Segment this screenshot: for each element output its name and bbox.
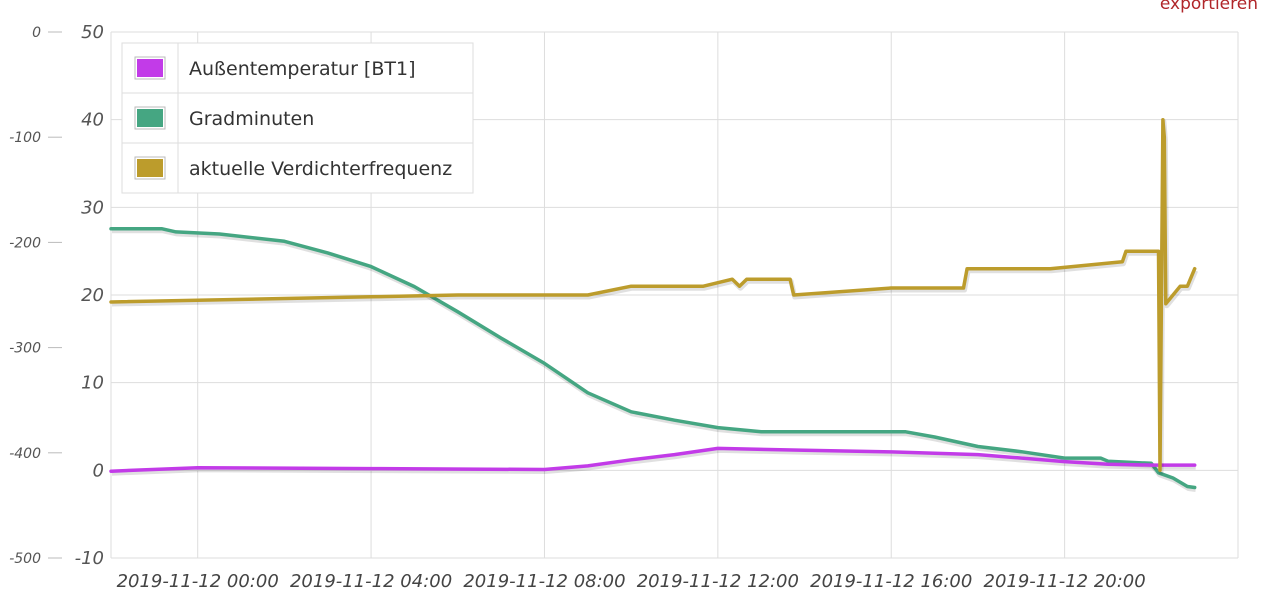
legend-swatch (137, 159, 163, 177)
legend-box (121, 42, 474, 194)
export-link[interactable]: exportieren (1159, 0, 1258, 14)
right-axis-tick-label: 40 (81, 110, 104, 131)
x-axis-tick-label: 2019-11-12 12:00 (637, 571, 799, 592)
x-axis-tick-label: 2019-11-12 00:00 (117, 571, 279, 592)
chart-axis-labels: 0 -100 -200 -300 -400 -500 50 40 30 20 10 0 -10 2019-… (9, 22, 1145, 592)
right-axis-tick-label: 0 (93, 460, 104, 481)
right-axis-tick-label: -10 (75, 548, 104, 569)
right-axis-tick-label: 50 (81, 22, 104, 43)
x-axis-tick-label: 2019-11-12 20:00 (984, 571, 1146, 592)
series-line-shadow (111, 447, 1196, 476)
legend-label: Außentemperatur [BT1] (189, 58, 416, 80)
legend-label: Gradminuten (189, 108, 314, 130)
x-axis-tick-label: 2019-11-12 04:00 (290, 571, 452, 592)
left-axis-tick-label: -200 (9, 235, 41, 251)
series-line-2 (109, 117, 1197, 473)
right-axis-tick-label: 20 (81, 285, 104, 306)
left-axis-tick-label: -500 (9, 551, 41, 567)
left-axis-tick-label: -100 (9, 130, 41, 146)
chart-legend: Außentemperatur [BT1] Gradminuten aktuelle… (121, 42, 474, 194)
left-axis-tick-label: -300 (9, 341, 41, 357)
x-axis-tick-label: 2019-11-12 08:00 (463, 571, 625, 592)
legend-swatch (137, 59, 163, 77)
legend-swatch (137, 109, 163, 127)
x-axis-tick-label: 2019-11-12 16:00 (810, 571, 972, 592)
left-axis-tick-label: 0 (32, 25, 41, 41)
series-line-0 (109, 446, 1197, 473)
left-axis-tick-label: -400 (9, 446, 41, 462)
right-axis-tick-label: 10 (81, 373, 104, 394)
series-line-1 (109, 226, 1197, 490)
chart-series-layer (109, 117, 1199, 492)
legend-label: aktuelle Verdichterfrequenz (189, 158, 452, 180)
right-axis-tick-label: 30 (81, 197, 104, 218)
